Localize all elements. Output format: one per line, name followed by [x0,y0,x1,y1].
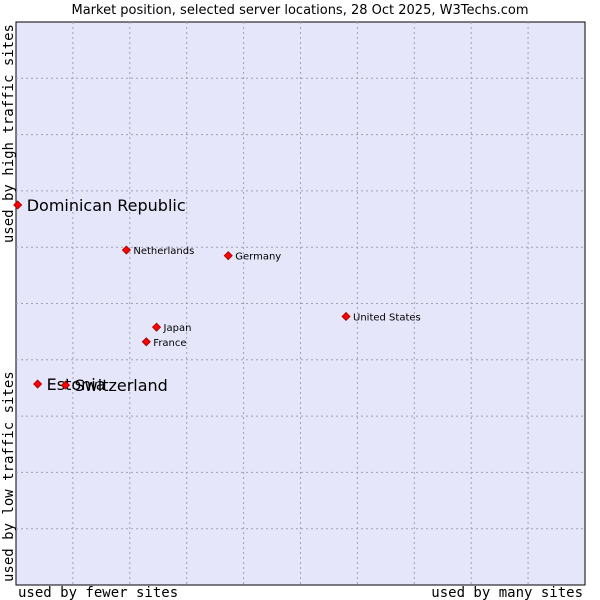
point-marker-germany [223,251,233,261]
x-axis-label-right: used by many sites [431,585,583,600]
point-marker-united-states [341,311,351,322]
data-points: Dominican Republic Netherlands Germany Unit… [13,196,421,395]
x-axis-label-left: used by fewer sites [18,585,178,600]
point-label-switzerland: Switzerland [75,376,168,395]
point-marker-dominican-republic [13,200,23,210]
point-label-united-states: United States [353,312,421,323]
point-label-dominican-republic: Dominican Republic [27,196,186,215]
y-axis-label-top: used by high traffic sites [1,24,17,243]
point-label-netherlands: Netherlands [133,246,194,257]
point-marker-france [141,337,151,347]
point-marker-japan [151,322,162,332]
point-label-france: France [153,338,186,349]
y-axis-label-bottom: used by low traffic sites [1,371,17,582]
point-label-estonia: Estonia [47,375,106,394]
point-label-japan: Japan [163,323,192,334]
chart-title: Market position, selected server locatio… [71,3,528,18]
point-marker-netherlands [121,245,131,255]
point-marker-estonia [33,379,43,389]
grid-lines [16,22,585,585]
point-marker-switzerland [60,380,71,390]
point-label-germany: Germany [235,252,281,263]
